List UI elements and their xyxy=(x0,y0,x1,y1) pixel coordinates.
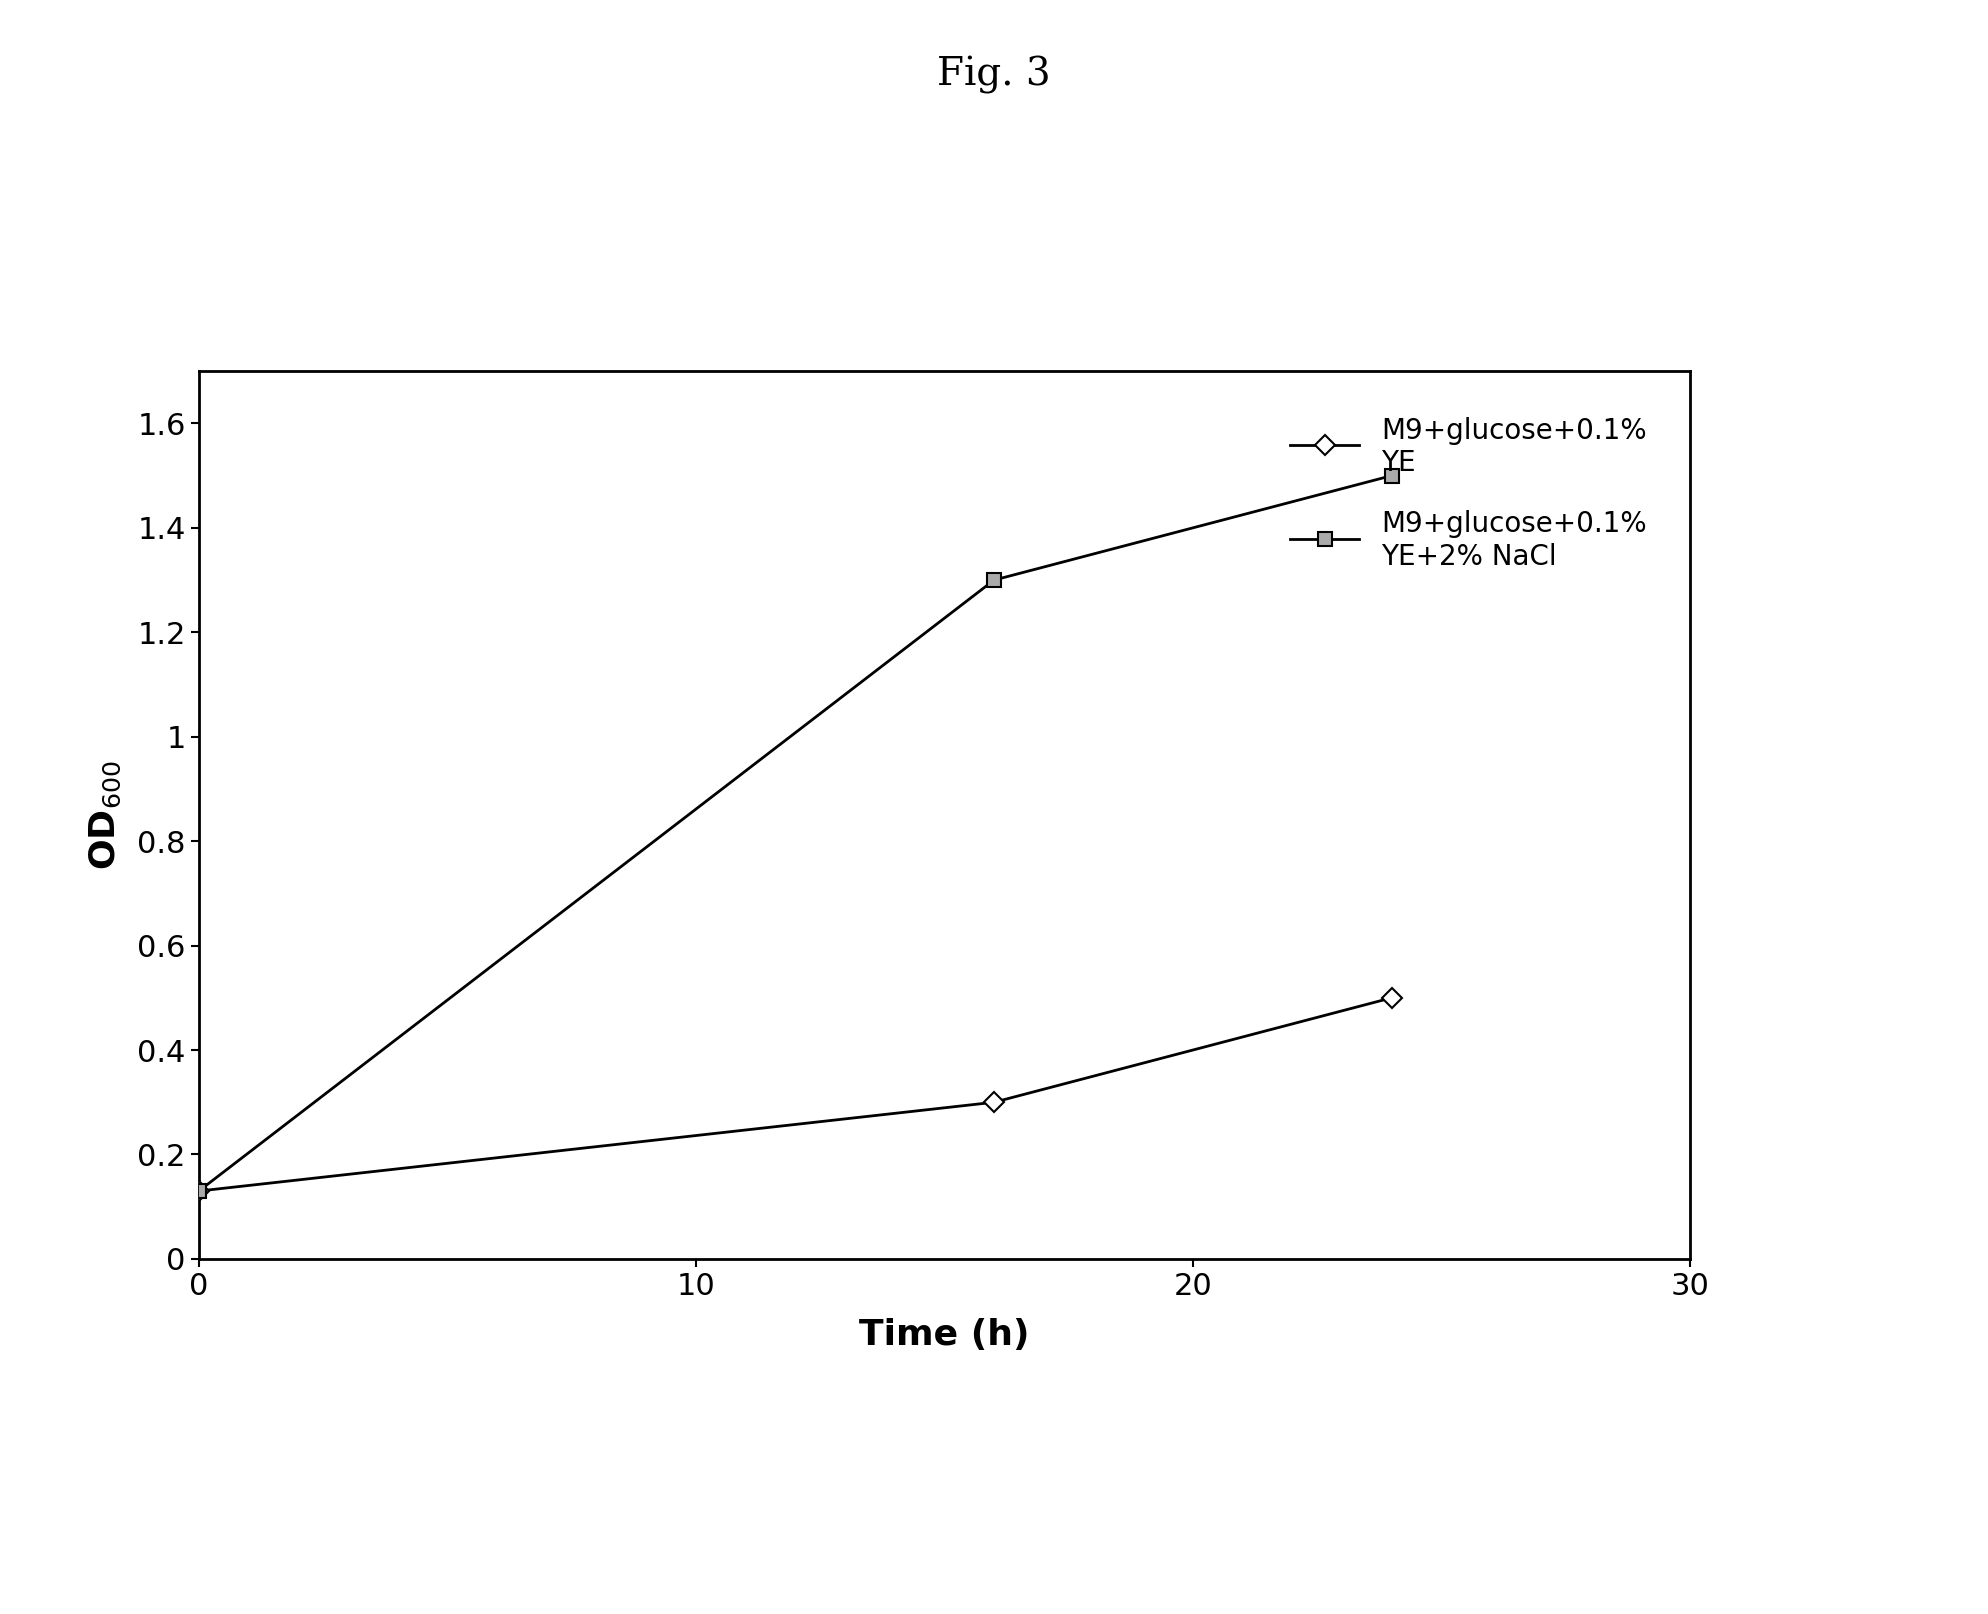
Legend: M9+glucose+0.1%
YE, M9+glucose+0.1%
YE+2% NaCl: M9+glucose+0.1% YE, M9+glucose+0.1% YE+2… xyxy=(1276,404,1662,584)
M9+glucose+0.1%
YE+2% NaCl xyxy=(982,570,1006,589)
M9+glucose+0.1%
YE xyxy=(1380,988,1404,1007)
X-axis label: Time (h): Time (h) xyxy=(859,1317,1030,1353)
M9+glucose+0.1%
YE+2% NaCl xyxy=(1380,466,1404,486)
Y-axis label: OD$_{600}$: OD$_{600}$ xyxy=(87,760,123,870)
M9+glucose+0.1%
YE xyxy=(187,1181,211,1201)
Line: M9+glucose+0.1%
YE: M9+glucose+0.1% YE xyxy=(193,991,1398,1198)
Line: M9+glucose+0.1%
YE+2% NaCl: M9+glucose+0.1% YE+2% NaCl xyxy=(193,468,1398,1198)
M9+glucose+0.1%
YE xyxy=(982,1093,1006,1112)
Text: Fig. 3: Fig. 3 xyxy=(936,56,1052,95)
M9+glucose+0.1%
YE+2% NaCl xyxy=(187,1181,211,1201)
